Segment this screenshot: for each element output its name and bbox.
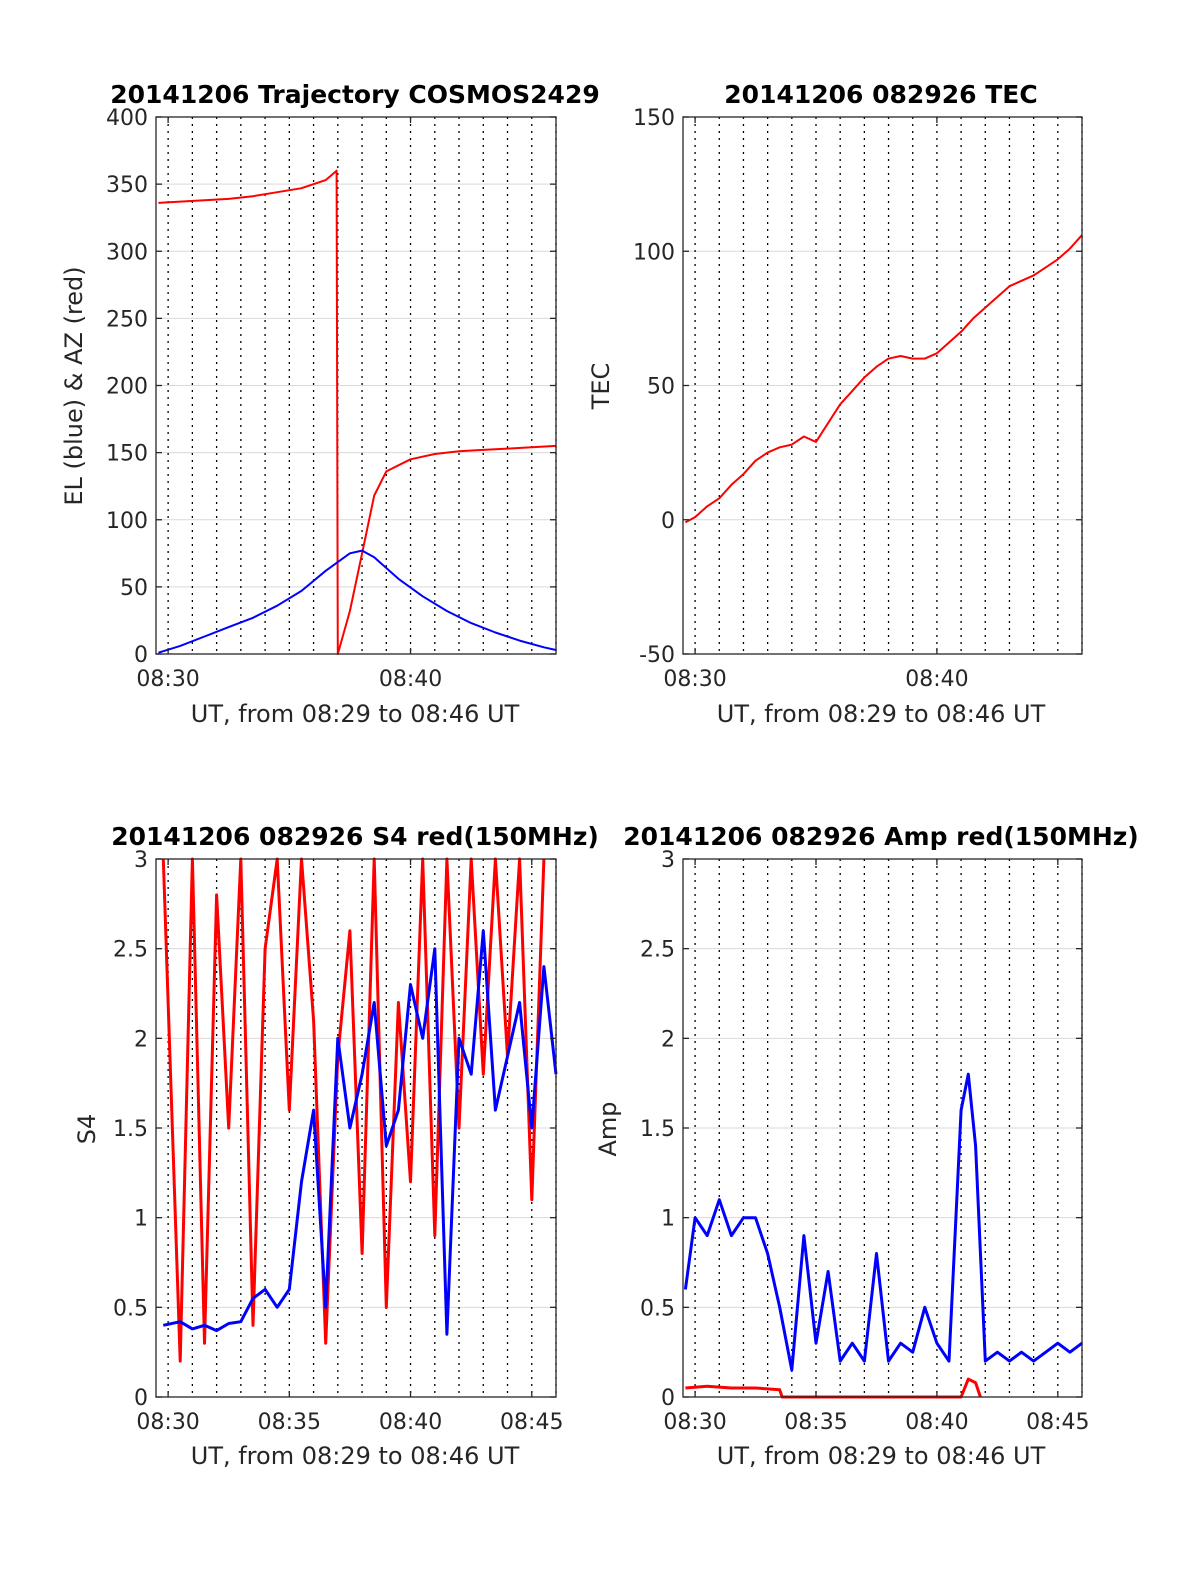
amp-ytick-label: 2.5 (640, 938, 675, 963)
trajectory-lines (158, 169, 557, 655)
amp-panel: 0 0.5 1 1.5 2 2.5 3 08:30 08:35 08:40 08:45 201412… (594, 822, 1139, 1470)
trajectory-series-blue (158, 549, 557, 654)
trajectory-ytick-label: 400 (106, 106, 148, 131)
s4-panel: 0 0.5 1 1.5 2 2.5 3 08:30 08:35 08:40 08:45 201412… (73, 822, 599, 1470)
amp-title: 20141206 082926 Amp red(150MHz) (623, 822, 1139, 851)
trajectory-ytick-label: 250 (106, 307, 148, 332)
s4-xlabel: UT, from 08:29 to 08:46 UT (191, 1442, 520, 1470)
trajectory-title: 20141206 Trajectory COSMOS2429 (110, 80, 600, 109)
amp-ytick-label: 2 (661, 1027, 675, 1052)
amp-ytick-label: 0.5 (640, 1296, 675, 1321)
amp-series-blue (683, 1072, 1083, 1372)
trajectory-axes: 0 50 100 150 200 250 300 350 400 08:30 08:40 (106, 106, 557, 692)
trajectory-xtick-label: 08:30 (136, 667, 199, 692)
tec-panel: -50 0 50 100 150 08:30 08:40 20141206 082926 T… (587, 80, 1083, 728)
amp-ytick-label: 3 (661, 848, 675, 873)
tec-xtick-label: 08:40 (905, 667, 968, 692)
s4-xtick-label: 08:45 (500, 1410, 563, 1435)
s4-xtick-label: 08:35 (258, 1410, 321, 1435)
amp-ytick-label: 0 (661, 1386, 675, 1411)
trajectory-ytick-label: 0 (134, 643, 148, 668)
amp-ylabel: Amp (594, 1101, 622, 1156)
s4-ytick-label: 2.5 (113, 938, 148, 963)
amp-ytick-label: 1 (661, 1207, 675, 1232)
s4-ytick-label: 1.5 (113, 1117, 148, 1142)
s4-ytick-label: 0.5 (113, 1296, 148, 1321)
trajectory-panel: 0 50 100 150 200 250 300 350 400 08:30 08:40 20141… (60, 80, 600, 728)
tec-xtick-label: 08:30 (663, 667, 726, 692)
tec-ylabel: TEC (587, 363, 615, 411)
amp-xtick-label: 08:35 (784, 1410, 847, 1435)
amp-xtick-label: 08:45 (1026, 1410, 1089, 1435)
tec-series-red (684, 234, 1083, 524)
tec-ytick-label: 50 (647, 375, 675, 400)
s4-lines (161, 857, 558, 1363)
amp-series-red (685, 1377, 982, 1399)
s4-ytick-label: 1 (134, 1207, 148, 1232)
tec-axes: -50 0 50 100 150 08:30 08:40 (633, 106, 1083, 692)
s4-ytick-label: 3 (134, 848, 148, 873)
tec-ytick-label: -50 (639, 643, 675, 668)
amp-axes: 0 0.5 1 1.5 2 2.5 3 08:30 08:35 08:40 08:45 (640, 848, 1090, 1435)
trajectory-ytick-label: 50 (120, 576, 148, 601)
amp-lines (683, 1072, 1083, 1399)
tec-ytick-label: 0 (661, 509, 675, 534)
trajectory-ytick-label: 150 (106, 442, 148, 467)
s4-series-red (161, 857, 546, 1363)
s4-ylabel: S4 (73, 1114, 101, 1145)
trajectory-ytick-label: 200 (106, 375, 148, 400)
s4-axes: 0 0.5 1 1.5 2 2.5 3 08:30 08:35 08:40 08:45 (113, 848, 563, 1435)
trajectory-xtick-label: 08:40 (379, 667, 442, 692)
trajectory-xlabel: UT, from 08:29 to 08:46 UT (191, 700, 520, 728)
s4-xtick-label: 08:30 (136, 1410, 199, 1435)
trajectory-series-red (158, 169, 557, 655)
amp-xlabel: UT, from 08:29 to 08:46 UT (717, 1442, 1046, 1470)
tec-title: 20141206 082926 TEC (724, 80, 1037, 109)
amp-xtick-label: 08:30 (663, 1410, 726, 1435)
s4-xtick-label: 08:40 (379, 1410, 442, 1435)
trajectory-ytick-label: 350 (106, 173, 148, 198)
tec-ytick-label: 150 (633, 106, 675, 131)
trajectory-ylabel: EL (blue) & AZ (red) (60, 266, 88, 505)
s4-series-blue (162, 929, 558, 1336)
amp-ytick-label: 1.5 (640, 1117, 675, 1142)
s4-title: 20141206 082926 S4 red(150MHz) (111, 822, 599, 851)
tec-xlabel: UT, from 08:29 to 08:46 UT (717, 700, 1046, 728)
tec-lines (684, 234, 1083, 524)
trajectory-ytick-label: 100 (106, 509, 148, 534)
tec-ytick-label: 100 (633, 240, 675, 265)
s4-ytick-label: 2 (134, 1027, 148, 1052)
amp-xtick-label: 08:40 (905, 1410, 968, 1435)
trajectory-ytick-label: 300 (106, 240, 148, 265)
s4-ytick-label: 0 (134, 1386, 148, 1411)
